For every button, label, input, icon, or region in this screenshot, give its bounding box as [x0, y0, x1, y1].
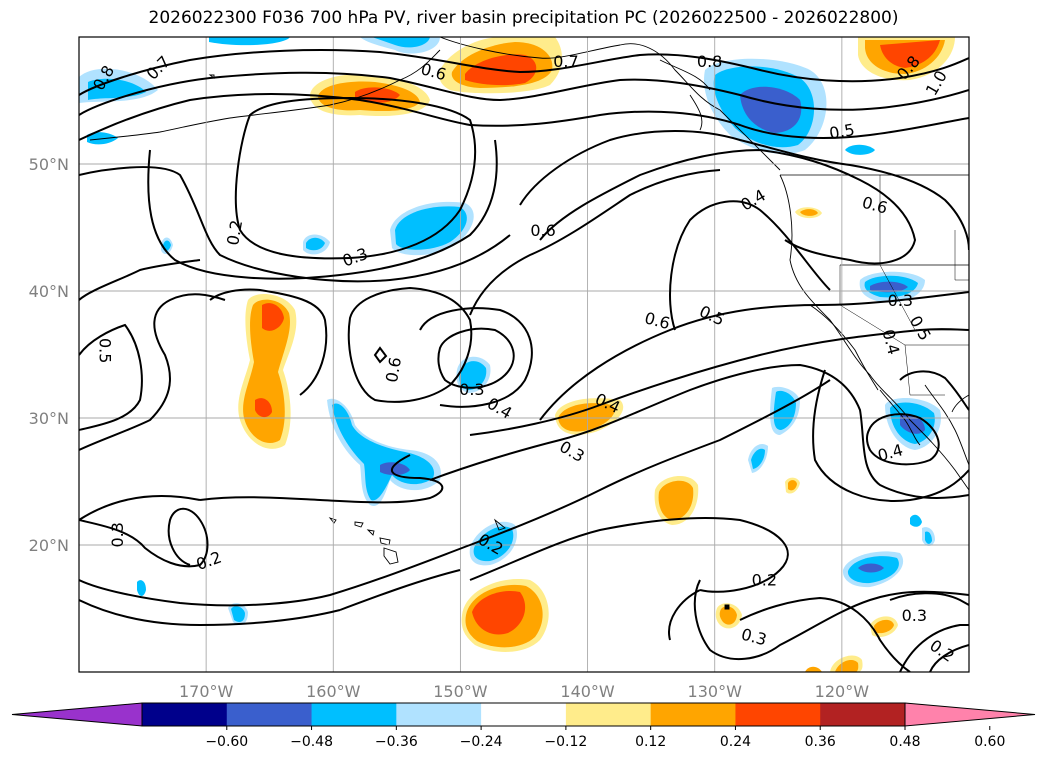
- contour-0.5-west: [79, 323, 143, 431]
- colorbar-segment: [396, 703, 482, 726]
- colorbar-tick-label: −0.60: [205, 734, 248, 750]
- colorbar: −0.60 −0.48 −0.36 −0.24 −0.12 0.12 0.24 0.36 0.4…: [11, 702, 1036, 750]
- longitude-labels: 170°W 160°W 150°W 140°W 130°W 120°W: [179, 682, 869, 701]
- colorbar-tick-label: 0.36: [805, 734, 836, 750]
- contour-label-text: 0.8: [697, 52, 722, 71]
- latitude-labels: 50°N 40°N 30°N 20°N: [29, 155, 69, 555]
- colorbar-tick-label: −0.48: [290, 734, 333, 750]
- plot-frame: [78, 36, 970, 673]
- contour-label: 0.3: [902, 606, 927, 625]
- pv-contours: [79, 49, 969, 672]
- contour-label: 0.4: [878, 327, 903, 357]
- colorbar-segment: [481, 703, 567, 726]
- colorbar-extend-low: [11, 702, 143, 727]
- contour-label: 0.8: [697, 52, 722, 71]
- contour-label: 0.2: [926, 636, 958, 666]
- contour-label-text: 0.3: [108, 522, 127, 547]
- colorbar-tick-label: 0.12: [635, 734, 666, 750]
- colorbar-tick-label: −0.36: [375, 734, 418, 750]
- lon-tick-label: 150°W: [433, 682, 488, 701]
- contour-label-text: 0.3: [888, 291, 913, 310]
- colorbar-segment: [650, 703, 736, 726]
- contour-label: 0.6: [530, 221, 555, 240]
- colorbar-frame: [141, 702, 906, 727]
- contour-label-text: 0.2: [926, 636, 958, 666]
- lat-tick-label: 40°N: [29, 282, 69, 301]
- contour-label: 0.3: [459, 380, 484, 399]
- contour-label-text: 0.6: [530, 221, 555, 240]
- contour-label: 0.4: [737, 185, 769, 214]
- north-america-coast: [779, 174, 969, 491]
- contour-labels: 0.8 0.7 0.6 0.7 0.80.50.81.00.4 0.60.20.30.60…: [89, 52, 958, 666]
- contour-label: 0.7: [553, 52, 578, 71]
- contour-label: 0.5: [696, 302, 727, 330]
- contour-label: 0.5: [96, 338, 115, 363]
- lon-tick-label: 170°W: [179, 682, 234, 701]
- contour-label-text: 0.5: [96, 338, 115, 363]
- contour-label-text: 0.4: [876, 440, 906, 465]
- colorbar-segment: [565, 703, 652, 726]
- colorbar-tick-label: −0.24: [460, 734, 503, 750]
- contour-label-text: 0.6: [419, 59, 449, 84]
- precipitation-shading: [79, 37, 955, 672]
- contour-label-text: 0.2: [752, 570, 777, 589]
- colorbar-segment: [735, 703, 821, 726]
- colorbar-segment: [226, 703, 313, 726]
- contour-label: 0.6: [643, 308, 673, 333]
- contour-0.7-nw: [79, 49, 969, 96]
- contour-label-text: 0.7: [553, 52, 578, 71]
- contour-label-text: 0.3: [459, 380, 484, 399]
- contour-label-text: 0.3: [739, 624, 769, 649]
- alaska-coast: [439, 37, 781, 171]
- colorbar-tick-label: 0.24: [720, 734, 751, 750]
- contour-label: 0.4: [876, 440, 906, 465]
- contour-label-text: 0.7: [142, 52, 173, 83]
- gridlines: [79, 37, 969, 672]
- contour-label: 0.3: [888, 291, 913, 310]
- contour-label: 0.5: [828, 120, 856, 143]
- colorbar-tick-label: 0.48: [889, 734, 920, 750]
- contour-label: 0.3: [108, 522, 127, 547]
- contour-label: 0.4: [484, 394, 516, 423]
- colorbar-tick-label: −0.12: [544, 734, 587, 750]
- contour-label: 0.2: [752, 570, 777, 589]
- lat-tick-label: 20°N: [29, 536, 69, 555]
- colorbar-segment: [311, 703, 397, 726]
- colorbar-extend-high: [904, 702, 1036, 727]
- contour-label: 0.2: [223, 218, 246, 246]
- lon-tick-label: 140°W: [560, 682, 615, 701]
- lon-tick-label: 160°W: [306, 682, 361, 701]
- contour-label: 0.2: [194, 547, 224, 574]
- contour-label: 0.6: [382, 356, 405, 384]
- colorbar-segment: [820, 703, 906, 726]
- contour-label-text: 0.2: [223, 218, 246, 246]
- contour-label: 0.3: [739, 624, 769, 649]
- lon-tick-label: 130°W: [688, 682, 743, 701]
- contour-label-text: 0.6: [643, 308, 673, 333]
- contour-label: 0.5: [906, 312, 935, 344]
- map-title: 2026022300 F036 700 hPa PV, river basin …: [148, 8, 899, 28]
- colorbar-segment: [142, 703, 228, 726]
- contour-label: 0.6: [860, 193, 890, 218]
- contour-label-text: 0.3: [902, 606, 927, 625]
- contour-label-text: 0.5: [828, 120, 856, 143]
- colorbar-tick-label: 0.60: [974, 734, 1005, 750]
- contour-label-text: 0.6: [382, 356, 405, 384]
- lon-tick-label: 120°W: [815, 682, 870, 701]
- lat-tick-label: 30°N: [29, 409, 69, 428]
- lat-tick-label: 50°N: [29, 155, 69, 174]
- contour-label: 0.3: [340, 244, 370, 271]
